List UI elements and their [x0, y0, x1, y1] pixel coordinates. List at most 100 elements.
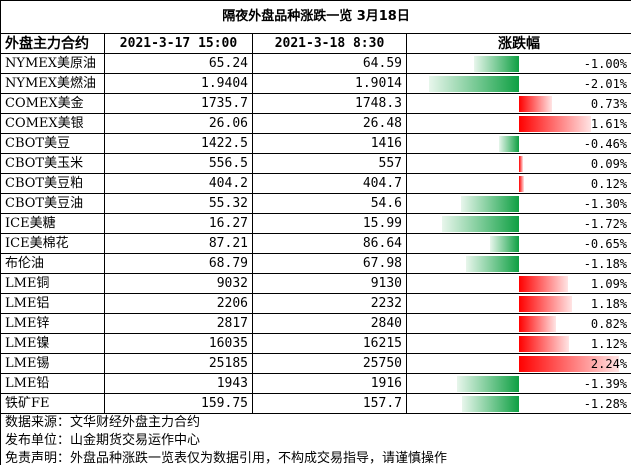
cur-price: 404.7: [252, 173, 407, 194]
cur-price: 25750: [252, 353, 407, 374]
negative-change-bar: [490, 236, 520, 252]
negative-change-bar: [466, 256, 520, 272]
change-cell: 1.09%: [405, 273, 631, 294]
positive-change-bar: [519, 276, 568, 292]
negative-change-bar: [442, 216, 520, 232]
change-percent: -2.01%: [583, 77, 628, 91]
change-cell: 1.12%: [405, 333, 631, 354]
change-percent: -0.46%: [583, 137, 628, 151]
contract-name: CBOT美豆: [0, 133, 105, 154]
cur-price: 1416: [252, 133, 407, 154]
table-row: LME铝 2206 2232 1.18%: [0, 293, 631, 314]
contract-name: NYMEX美原油: [0, 53, 105, 74]
footer-publisher: 发布单位：山金期货交易运作中心: [5, 433, 201, 448]
positive-change-bar: [519, 336, 570, 352]
cur-price: 9130: [252, 273, 407, 294]
cur-price: 157.7: [252, 393, 407, 414]
prev-price: 1943: [104, 373, 253, 394]
change-percent: 1.18%: [590, 297, 628, 311]
prev-price: 159.75: [104, 393, 253, 414]
change-percent: 1.12%: [590, 337, 628, 351]
table-row: NYMEX美燃油 1.9404 1.9014 -2.01%: [0, 73, 631, 94]
prev-price: 9032: [104, 273, 253, 294]
change-percent: 1.09%: [590, 277, 628, 291]
prev-price: 404.2: [104, 173, 253, 194]
table-row: CBOT美豆粕 404.2 404.7 0.12%: [0, 173, 631, 194]
contract-name: CBOT美豆粕: [0, 173, 105, 194]
negative-change-bar: [456, 376, 520, 392]
change-cell: -0.65%: [405, 233, 631, 254]
prev-price: 16035: [104, 333, 253, 354]
table-row: CBOT美豆油 55.32 54.6 -1.30%: [0, 193, 631, 214]
negative-change-bar: [498, 136, 520, 152]
table-row: CBOT美豆 1422.5 1416 -0.46%: [0, 133, 631, 154]
change-percent: -1.72%: [583, 217, 628, 231]
positive-change-bar: [519, 116, 591, 132]
change-cell: 0.12%: [405, 173, 631, 194]
table-row: LME镍 16035 16215 1.12%: [0, 333, 631, 354]
negative-change-bar: [474, 56, 520, 72]
contract-name: LME锌: [0, 313, 105, 334]
contract-name: 铁矿FE: [0, 393, 105, 414]
prev-price: 2817: [104, 313, 253, 334]
contract-name: LME镍: [0, 333, 105, 354]
header-cur-time: 2021-3-18 8:30: [252, 33, 407, 54]
contract-name: COMEX美银: [0, 113, 105, 134]
contract-name: CBOT美豆油: [0, 193, 105, 214]
positive-change-bar: [519, 316, 556, 332]
change-percent: 2.24%: [590, 357, 628, 371]
table-row: COMEX美银 26.06 26.48 1.61%: [0, 113, 631, 134]
cur-price: 1916: [252, 373, 407, 394]
table-row: LME铅 1943 1916 -1.39%: [0, 373, 631, 394]
change-cell: 1.18%: [405, 293, 631, 314]
contract-name: NYMEX美燃油: [0, 73, 105, 94]
prev-price: 55.32: [104, 193, 253, 214]
table-row: NYMEX美原油 65.24 64.59 -1.00%: [0, 53, 631, 74]
header-contract: 外盘主力合约: [0, 33, 105, 54]
cur-price: 2232: [252, 293, 407, 314]
contract-name: LME锡: [0, 353, 105, 374]
change-cell: 1.61%: [405, 113, 631, 134]
change-percent: 0.12%: [590, 177, 628, 191]
change-percent: -1.28%: [583, 397, 628, 411]
contract-name: ICE美糖: [0, 213, 105, 234]
change-cell: -1.30%: [405, 193, 631, 214]
page-title: 隔夜外盘品种涨跌一览 3月18日: [0, 0, 631, 34]
positive-change-bar: [519, 96, 552, 112]
prev-price: 25185: [104, 353, 253, 374]
header-change: 涨跌幅: [405, 33, 631, 54]
positive-change-bar: [519, 176, 525, 192]
cur-price: 16215: [252, 333, 407, 354]
footer-notes: 数据来源：文华财经外盘主力合约 发布单位：山金期货交易运作中心 免责声明：外盘品…: [0, 413, 631, 465]
change-cell: -1.00%: [405, 53, 631, 74]
contract-name: LME铜: [0, 273, 105, 294]
cur-price: 2840: [252, 313, 407, 334]
change-percent: 0.82%: [590, 317, 628, 331]
change-percent: -1.30%: [583, 197, 628, 211]
prev-price: 87.21: [104, 233, 253, 254]
negative-change-bar: [461, 196, 520, 212]
positive-change-bar: [519, 356, 620, 372]
cur-price: 1748.3: [252, 93, 407, 114]
change-cell: 0.09%: [405, 153, 631, 174]
footer-disclaimer: 免责声明：外盘品种涨跌一览表仅为数据引用，不构成交易指导，请谨慎操作: [5, 451, 448, 465]
negative-change-bar: [429, 76, 520, 92]
positive-change-bar: [519, 296, 572, 312]
prev-price: 1422.5: [104, 133, 253, 154]
negative-change-bar: [461, 396, 520, 412]
contract-name: LME铅: [0, 373, 105, 394]
change-percent: -1.18%: [583, 257, 628, 271]
cur-price: 26.48: [252, 113, 407, 134]
change-percent: 0.09%: [590, 157, 628, 171]
header-row: 外盘主力合约 2021-3-17 15:00 2021-3-18 8:30 涨跌…: [0, 33, 631, 54]
prev-price: 1735.7: [104, 93, 253, 114]
cur-price: 54.6: [252, 193, 407, 214]
prev-price: 2206: [104, 293, 253, 314]
table-row: ICE美棉花 87.21 86.64 -0.65%: [0, 233, 631, 254]
table-row: ICE美糖 16.27 15.99 -1.72%: [0, 213, 631, 234]
table-row: CBOT美玉米 556.5 557 0.09%: [0, 153, 631, 174]
prev-price: 556.5: [104, 153, 253, 174]
change-cell: 2.24%: [405, 353, 631, 374]
cur-price: 1.9014: [252, 73, 407, 94]
